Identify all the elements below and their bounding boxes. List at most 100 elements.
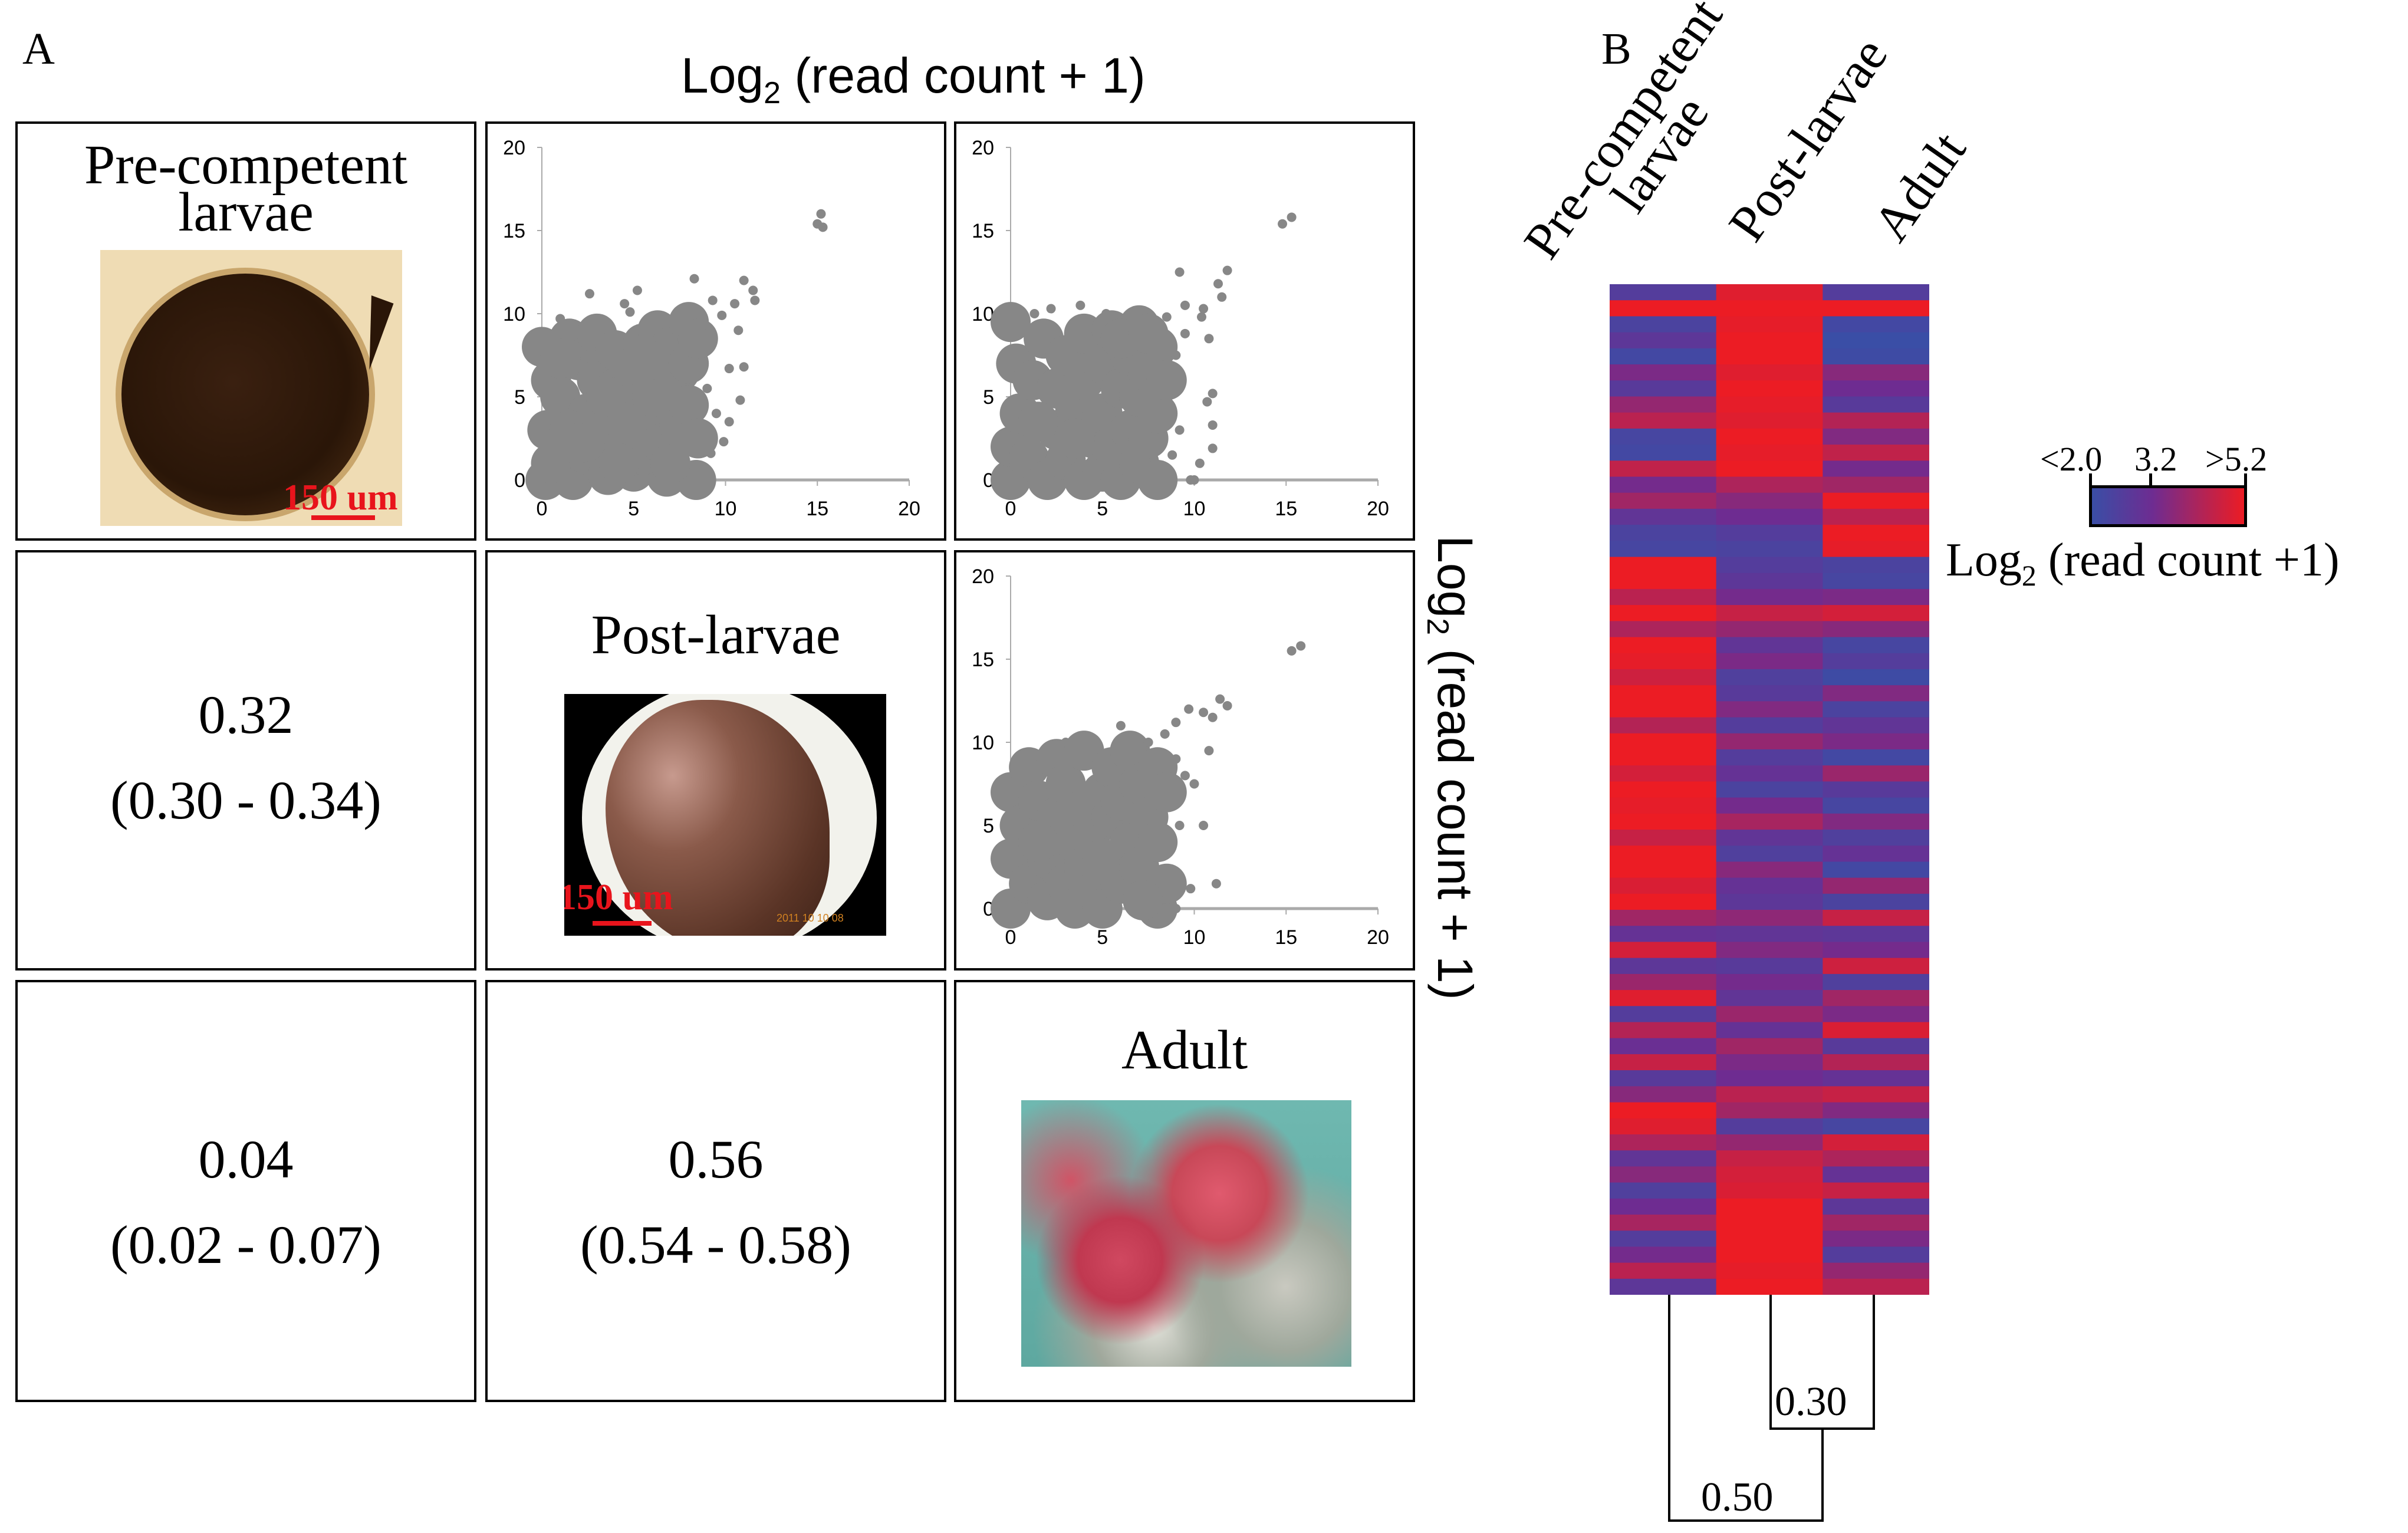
legend-min-label: <2.0 bbox=[2040, 440, 2103, 478]
data-point bbox=[620, 299, 630, 309]
heatmap-cell bbox=[1823, 348, 1929, 365]
x-tick-label: 15 bbox=[1275, 498, 1297, 520]
heatmap-cell bbox=[1823, 1086, 1929, 1103]
heatmap-cell bbox=[1610, 1054, 1717, 1071]
heatmap-cell bbox=[1716, 990, 1823, 1006]
data-point bbox=[1186, 475, 1196, 485]
heatmap-cell bbox=[1823, 364, 1929, 381]
heatmap-cell bbox=[1716, 749, 1823, 766]
y-tick-label: 5 bbox=[514, 386, 525, 409]
heatmap-cell bbox=[1610, 813, 1717, 830]
heatmap-cell bbox=[1823, 541, 1929, 558]
data-point bbox=[1018, 402, 1058, 442]
data-point bbox=[735, 395, 745, 405]
heatmap-cell bbox=[1716, 973, 1823, 991]
data-point bbox=[1204, 334, 1214, 344]
heatmap-cell bbox=[1610, 637, 1717, 654]
heatmap-cell bbox=[1716, 1118, 1823, 1135]
correlation-ci: (0.30 - 0.34) bbox=[110, 770, 381, 830]
heatmap-cell bbox=[1716, 637, 1823, 654]
heatmap-cell bbox=[1610, 1278, 1717, 1295]
heatmap bbox=[1610, 284, 1929, 1295]
data-point bbox=[750, 295, 760, 305]
post-larva-body bbox=[606, 700, 830, 936]
heatmap-cell bbox=[1610, 1006, 1717, 1022]
top-axis-title: Log2 (read count + 1) bbox=[681, 47, 1146, 111]
x-tick-label: 5 bbox=[1097, 498, 1108, 520]
heatmap-cell bbox=[1716, 1134, 1823, 1151]
heatmap-cell bbox=[1823, 316, 1929, 333]
heatmap-cell bbox=[1610, 460, 1717, 477]
heatmap-cell bbox=[1610, 476, 1717, 494]
panel-b-letter: B bbox=[1601, 24, 1631, 74]
larva-body bbox=[121, 274, 369, 515]
heatmap-cell bbox=[1823, 749, 1929, 766]
right-axis-title: Log2 (read count + 1) bbox=[1420, 535, 1483, 1000]
heatmap-cell bbox=[1823, 1231, 1929, 1247]
data-point bbox=[1208, 443, 1218, 453]
heatmap-cell bbox=[1823, 1038, 1929, 1055]
data-point bbox=[1123, 880, 1163, 920]
heatmap-cell bbox=[1716, 893, 1823, 910]
heatmap-cell bbox=[1610, 910, 1717, 926]
heatmap-cell bbox=[1610, 621, 1717, 638]
heatmap-column-label-adult: Adult bbox=[1862, 121, 1978, 252]
heatmap-cell bbox=[1716, 1070, 1823, 1087]
legend-tick-mark bbox=[2089, 473, 2092, 486]
y-tick-label: 10 bbox=[972, 732, 994, 754]
legend-tick-mark bbox=[2149, 473, 2152, 486]
heatmap-cell bbox=[1610, 557, 1717, 574]
heatmap-cell bbox=[1823, 877, 1929, 894]
data-point bbox=[650, 443, 691, 483]
data-point bbox=[598, 443, 639, 483]
heatmap-cell bbox=[1823, 557, 1929, 574]
heatmap-cell bbox=[1610, 605, 1717, 621]
heatmap-cell bbox=[1823, 893, 1929, 910]
heatmap-cell bbox=[1823, 733, 1929, 750]
heatmap-cell bbox=[1716, 605, 1823, 621]
data-point bbox=[1180, 300, 1190, 310]
heatmap-cell bbox=[1610, 685, 1717, 702]
heatmap-cell bbox=[1823, 1182, 1929, 1199]
heatmap-cell bbox=[1823, 380, 1929, 397]
heatmap-cell bbox=[1716, 830, 1823, 846]
data-point bbox=[1204, 746, 1214, 756]
heatmap-cell bbox=[1610, 926, 1717, 942]
heatmap-cell bbox=[1716, 1262, 1823, 1279]
heatmap-cell bbox=[1716, 781, 1823, 798]
heatmap-cell bbox=[1610, 380, 1717, 397]
heatmap-cell bbox=[1716, 1166, 1823, 1183]
correlation-cell-pre-post: 0.32 (0.30 - 0.34) bbox=[15, 550, 476, 971]
heatmap-cell bbox=[1716, 412, 1823, 429]
data-point bbox=[1202, 397, 1212, 407]
y-tick-label: 5 bbox=[983, 386, 994, 409]
heatmap-cell bbox=[1716, 1182, 1823, 1199]
heatmap-cell bbox=[1823, 1262, 1929, 1279]
y-tick-label: 15 bbox=[503, 220, 525, 242]
data-point bbox=[1171, 754, 1181, 764]
heatmap-cell bbox=[1823, 492, 1929, 509]
data-point bbox=[1180, 328, 1190, 338]
heatmap-cell bbox=[1610, 1246, 1717, 1264]
heatmap-cell bbox=[1823, 605, 1929, 621]
scale-bar-label: 150 um bbox=[283, 478, 398, 518]
heatmap-cell bbox=[1610, 1231, 1717, 1247]
heatmap-cell bbox=[1610, 1070, 1717, 1087]
heatmap-cell bbox=[1716, 1054, 1823, 1071]
heatmap-cell bbox=[1610, 797, 1717, 814]
heatmap-cell bbox=[1716, 685, 1823, 702]
heatmap-cell bbox=[1716, 332, 1823, 349]
scatter-cell-3: 0 5 10 15 20 0 5 10 15 20 bbox=[954, 550, 1415, 971]
heatmap-cell bbox=[1610, 733, 1717, 750]
data-point bbox=[1287, 646, 1297, 656]
x-tick-label: 10 bbox=[715, 498, 737, 520]
data-point bbox=[540, 338, 581, 379]
heatmap-cell bbox=[1610, 861, 1717, 879]
heatmap-cell bbox=[1823, 846, 1929, 862]
correlation-value: 0.32 bbox=[198, 685, 294, 745]
data-point bbox=[1061, 738, 1071, 747]
heatmap-cell bbox=[1610, 284, 1717, 301]
heatmap-cell bbox=[1823, 525, 1929, 541]
